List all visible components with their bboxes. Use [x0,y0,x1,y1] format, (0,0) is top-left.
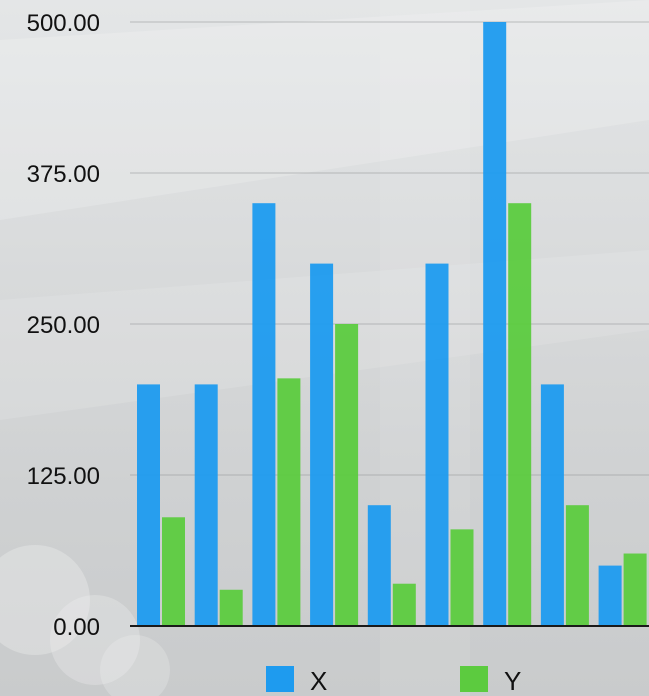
bar-y-2 [219,589,243,626]
bar-x-4 [310,263,334,626]
bar-y-3 [277,378,301,626]
y-tick-label: 125.00 [27,463,100,490]
legend-label-y: Y [504,666,521,696]
legend: X Y [266,666,521,696]
y-tick-label: 500.00 [27,10,100,37]
bar-y-1 [162,517,185,626]
bar-x-6 [425,263,449,626]
bar-y-9 [623,553,647,626]
bar-x-8 [540,384,564,626]
bar-y-6 [450,529,474,626]
y-tick-label: 250.00 [27,312,100,339]
legend-label-x: X [310,666,327,696]
bar-x-2 [194,384,218,626]
bar-x-7 [483,22,507,626]
legend-swatch-x [266,666,294,692]
y-axis-labels: 0.00 125.00 250.00 375.00 500.00 [27,10,100,641]
bar-y-5 [392,583,416,626]
bars [137,22,647,626]
bar-y-8 [565,505,589,626]
y-tick-label: 375.00 [27,161,100,188]
bar-x-5 [367,505,391,626]
bar-y-7 [508,203,532,626]
legend-swatch-y [460,666,488,692]
bar-y-4 [335,324,359,626]
bar-x-1 [137,384,160,626]
y-tick-label: 0.00 [53,614,100,641]
bar-x-3 [252,203,276,626]
bar-x-9 [598,565,622,626]
